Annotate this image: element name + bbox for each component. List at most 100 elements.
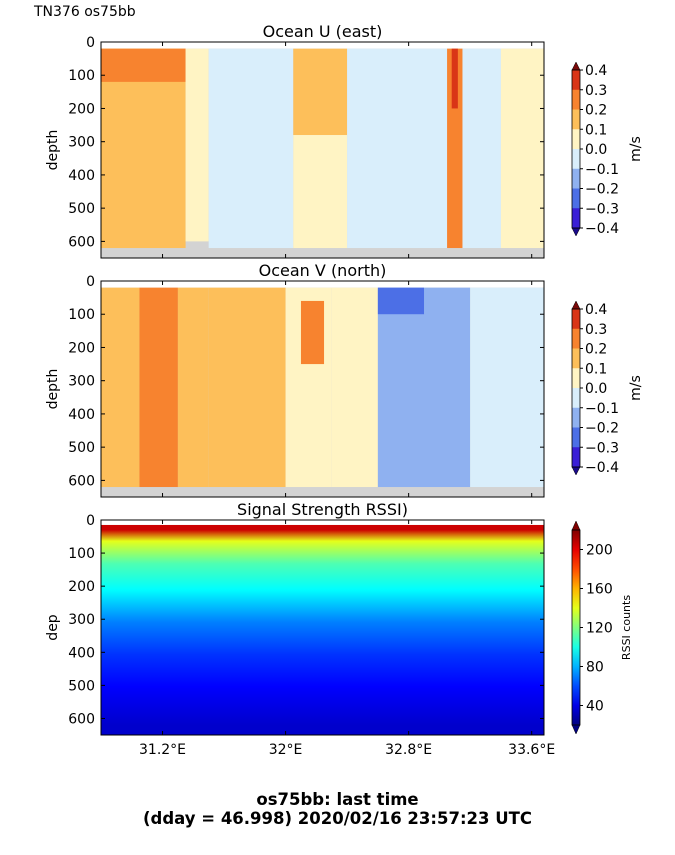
colorbar-tick-label: 0.0 xyxy=(585,381,607,397)
colorbar-tick-label: 0.3 xyxy=(585,83,607,99)
colorbar-swatch xyxy=(572,328,580,349)
y-tick-label: 300 xyxy=(68,135,95,151)
colorbar-min-arrow xyxy=(571,227,581,237)
y-tick-label: 200 xyxy=(68,340,95,356)
y-tick-label: 500 xyxy=(68,440,95,456)
x-tick-label: 32.8°E xyxy=(385,742,432,758)
colorbar-min-arrow xyxy=(571,724,581,735)
colorbar-swatch xyxy=(572,149,580,170)
plot-frame xyxy=(100,41,545,259)
y-tick-label: 500 xyxy=(68,678,95,694)
colorbar-swatch xyxy=(572,309,580,330)
chart-panel-3: Signal Strength RSSI) 0 100 200 300 400 500 600… xyxy=(45,500,633,758)
colorbar-tick-label: 0.3 xyxy=(585,322,607,338)
footer-line-2: (dday = 46.998) 2020/02/16 23:57:23 UTC xyxy=(142,809,533,828)
y-tick-label: 0 xyxy=(86,513,95,529)
colorbar-tick-label: 0.0 xyxy=(585,142,607,158)
colorbar-tick-label: −0.1 xyxy=(585,401,619,417)
colorbar-label: RSSI counts xyxy=(620,595,633,660)
y-tick-label: 100 xyxy=(68,307,95,323)
colorbar-tick-label: −0.1 xyxy=(585,162,619,178)
y-axis-label: depth xyxy=(45,130,61,171)
colorbar: 200 160 120 80 40 RSSI counts xyxy=(571,520,633,735)
colorbar-tick-label: 0.2 xyxy=(585,103,607,119)
velocity-region xyxy=(500,48,544,249)
plot-frame xyxy=(100,519,545,736)
colorbar-swatch xyxy=(572,208,580,229)
colorbar-tick-label: 40 xyxy=(586,699,604,715)
x-tick-label: 33.6°E xyxy=(508,742,555,758)
figure-footer: os75bb: last time (dday = 46.998) 2020/0… xyxy=(0,790,675,828)
velocity-region xyxy=(377,287,425,315)
y-tick-label: 400 xyxy=(68,407,95,423)
x-tick-label: 31.2°E xyxy=(139,742,186,758)
colorbar-tick-label: −0.3 xyxy=(585,201,619,217)
colorbar-swatch xyxy=(572,368,580,389)
colorbar-swatch xyxy=(572,407,580,428)
colorbar: 0.4 0.3 0.2 0.1 0.0 −0.1 −0.2 −0.3 −0.4 m/s xyxy=(571,300,644,476)
colorbar-tick-label: −0.2 xyxy=(585,182,619,198)
colorbar-tick-label: 0.4 xyxy=(585,302,607,318)
colorbar-tick-label: 80 xyxy=(586,660,604,676)
plot-frame xyxy=(100,280,545,498)
colorbar-tick-label: 0.1 xyxy=(585,361,607,377)
colorbar-swatch xyxy=(572,70,580,91)
y-tick-label: 600 xyxy=(68,473,95,489)
y-tick-label: 200 xyxy=(68,579,95,595)
colorbar-swatch xyxy=(572,388,580,409)
no-data-strip xyxy=(101,42,544,49)
colorbar-tick-label: −0.3 xyxy=(585,440,619,456)
colorbar-max-arrow xyxy=(571,300,581,310)
y-tick-label: 0 xyxy=(86,35,95,51)
colorbar-swatch xyxy=(572,427,580,448)
velocity-region xyxy=(347,48,448,249)
y-tick-label: 100 xyxy=(68,68,95,84)
velocity-region xyxy=(462,48,501,249)
y-axis-label: dep xyxy=(45,614,61,641)
y-tick-label: 100 xyxy=(68,546,95,562)
colorbar-swatch xyxy=(572,89,580,110)
velocity-region xyxy=(139,287,178,488)
x-tick-label: 32°E xyxy=(269,742,303,758)
velocity-region xyxy=(293,48,348,136)
rssi-field xyxy=(101,524,544,735)
colorbar-tick-label: 200 xyxy=(586,543,613,559)
chart-title: Ocean V (north) xyxy=(259,261,387,280)
y-tick-label: 300 xyxy=(68,612,95,628)
chart-title: Signal Strength RSSI) xyxy=(237,500,408,519)
colorbar-max-arrow xyxy=(571,520,581,531)
colorbar-swatch xyxy=(572,168,580,189)
colorbar-tick-label: 0.1 xyxy=(585,122,607,138)
y-tick-label: 200 xyxy=(68,101,95,117)
colorbar-label: m/s xyxy=(628,136,644,162)
colorbar-tick-label: −0.2 xyxy=(585,421,619,437)
chart-panel-2: Ocean V (north) 0 100 200 300 400 500 600 depth 0… xyxy=(45,261,644,498)
chart-title: Ocean U (east) xyxy=(263,22,383,41)
colorbar-tick-label: 120 xyxy=(586,621,613,637)
chart-panel-1: Ocean U (east) 0 100 200 300 400 500 600 depth 0.… xyxy=(45,22,644,259)
y-tick-label: 600 xyxy=(68,234,95,250)
footer-line-1: os75bb: last time xyxy=(256,790,419,809)
colorbar-tick-label: 0.2 xyxy=(585,342,607,358)
colorbar-swatch xyxy=(572,447,580,468)
colorbar: 0.4 0.3 0.2 0.1 0.0 −0.1 −0.2 −0.3 −0.4 m/s xyxy=(571,61,644,237)
y-tick-label: 400 xyxy=(68,645,95,661)
velocity-region xyxy=(470,287,544,488)
y-tick-label: 600 xyxy=(68,711,95,727)
velocity-region xyxy=(447,48,463,249)
colorbar-swatch xyxy=(572,129,580,150)
y-tick-label: 400 xyxy=(68,168,95,184)
velocity-region xyxy=(300,300,325,365)
colorbar-tick-label: −0.4 xyxy=(585,221,619,237)
velocity-region xyxy=(293,135,348,249)
velocity-region xyxy=(377,287,471,488)
y-tick-label: 0 xyxy=(86,274,95,290)
velocity-region xyxy=(208,287,286,488)
colorbar-label: m/s xyxy=(628,375,644,401)
velocity-region xyxy=(451,48,458,109)
y-tick-label: 300 xyxy=(68,374,95,390)
no-data-strip xyxy=(101,520,544,525)
velocity-region xyxy=(185,48,209,242)
colorbar-swatch xyxy=(572,188,580,209)
